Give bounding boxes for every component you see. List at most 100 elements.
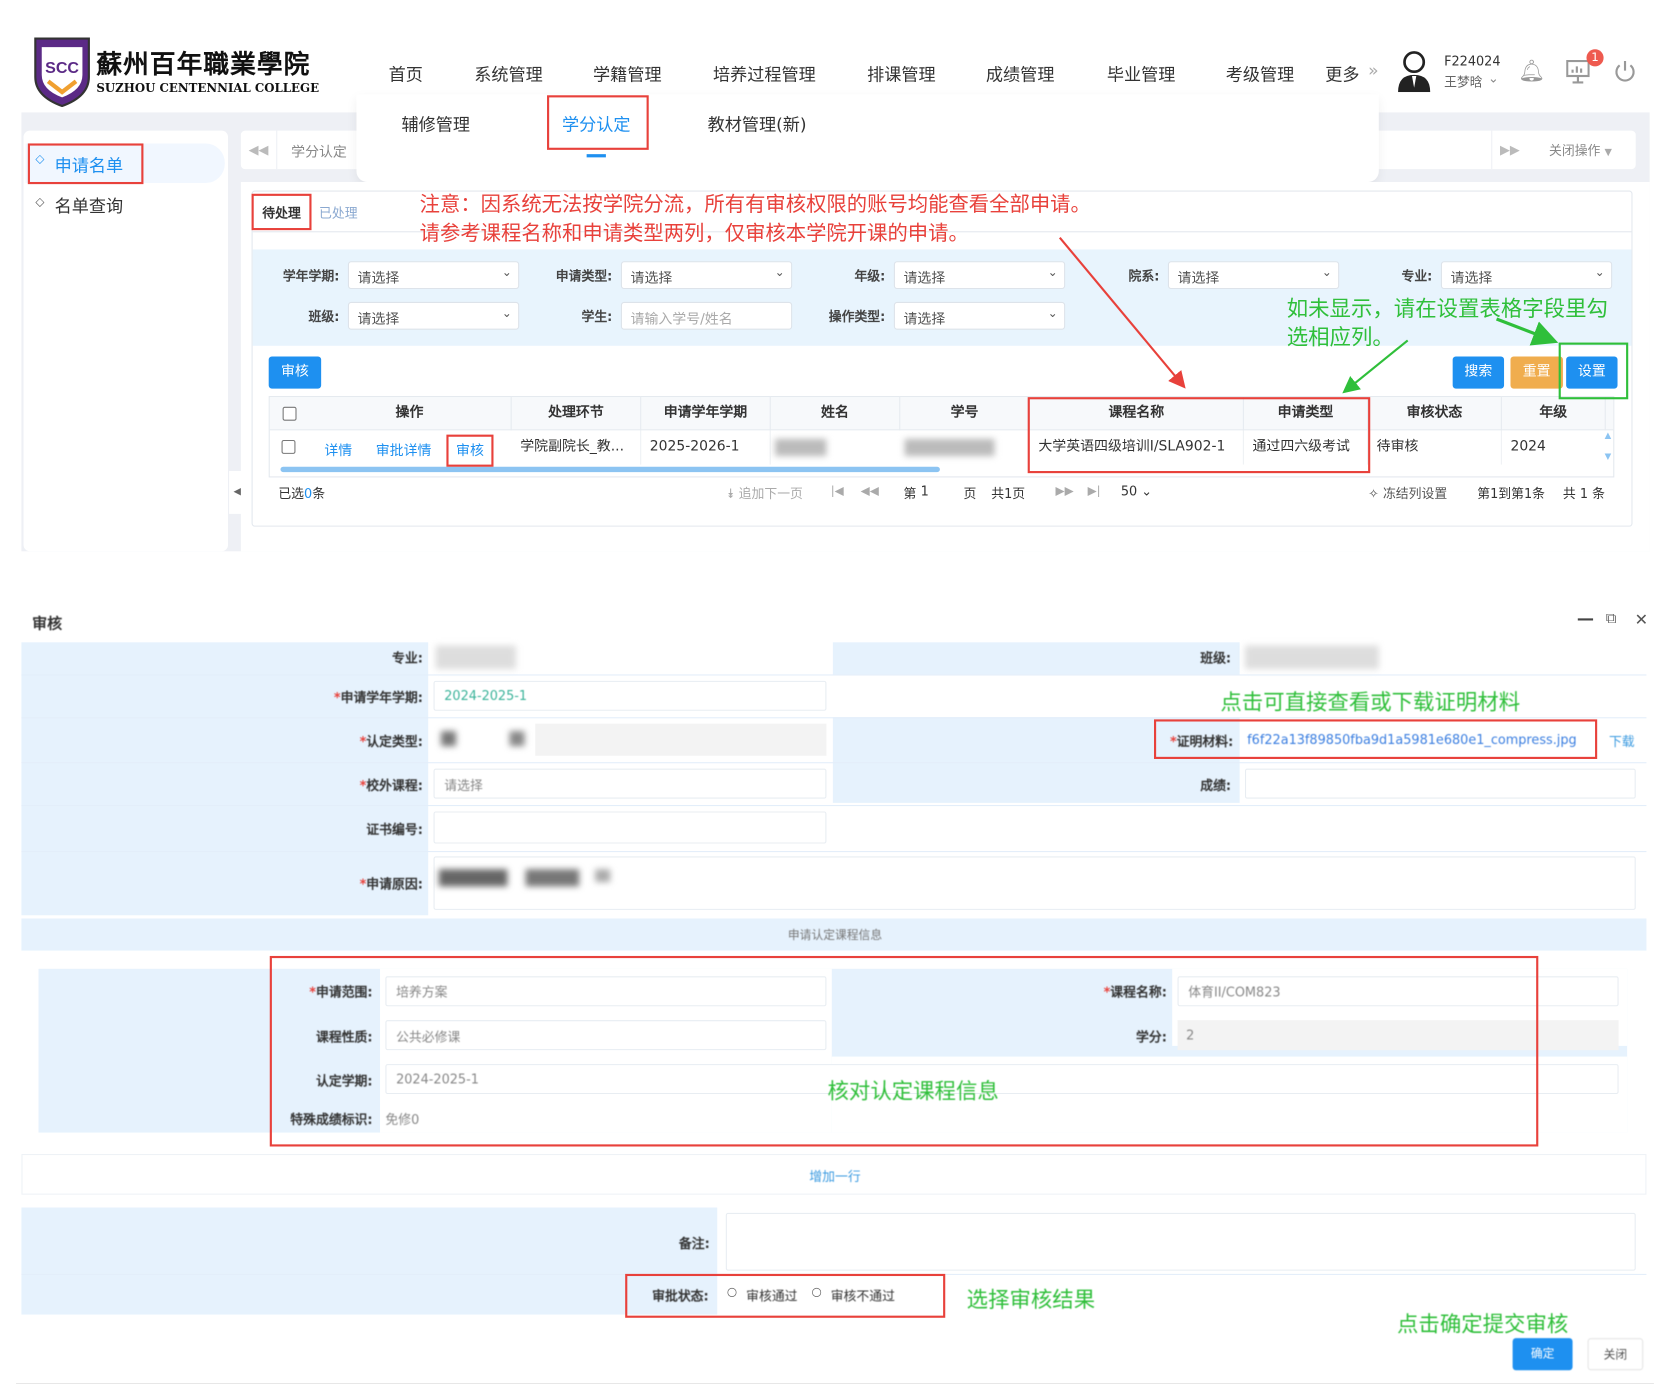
course-name-select[interactable] [1177,976,1619,1007]
horizontal-scrollbar[interactable] [280,466,940,473]
nav-exams[interactable]: 考级管理 [1225,64,1295,85]
submenu-textbook[interactable]: 教材管理(新) [707,114,807,135]
column-header[interactable]: 处理环节 [512,396,642,431]
search-button[interactable]: 搜索 [1452,356,1505,389]
diamond-icon: ◇ [35,194,45,209]
chevron-down-icon: ⌄ [1047,306,1058,321]
column-header[interactable]: 课程名称 [1030,396,1244,431]
nav-grades[interactable]: 成绩管理 [985,64,1055,85]
filter-department-select[interactable]: ⌄ 请选择 [1167,261,1340,290]
audit-link[interactable]: 审核 [456,443,484,460]
logo-chinese-name: 蘇州百年職業學院 [96,48,311,80]
nav-system[interactable]: 系统管理 [474,64,543,85]
submenu-credit-recognition[interactable]: 学分认定 [562,114,631,135]
nav-student-status[interactable]: 学籍管理 [593,64,662,85]
minimize-icon[interactable]: — [1576,608,1594,629]
table-row [270,430,1613,464]
audit-button[interactable]: 审核 [268,356,322,389]
chevron-down-icon: ⌄ [501,306,512,321]
scope-select[interactable] [385,976,827,1007]
filter-apply-type-select[interactable]: ⌄ 请选择 [620,261,793,290]
details-link[interactable]: 详情 [324,443,353,460]
nav-home[interactable]: 首页 [388,64,423,85]
bell-icon[interactable]: 🔔︎ [1517,57,1546,84]
tab-processed[interactable]: 已处理 [319,205,358,221]
reset-button[interactable]: 重置 [1510,356,1563,389]
confirm-button[interactable]: 确定 [1512,1338,1573,1371]
close-operations-dropdown[interactable]: 关闭操作 ▼ [1549,141,1612,159]
filter-class-select[interactable]: ⌄ 请选择 [347,301,520,330]
recognition-term-select[interactable] [385,1064,1619,1095]
filter-student-input[interactable]: 请输入学号/姓名 [620,301,793,330]
proof-file-link[interactable]: f6f22a13f89850fba9d1a5981e680e1_compress… [1247,732,1577,748]
scroll-tabs-left-button[interactable]: ◀◀ [241,130,278,170]
reason-textarea[interactable] [433,856,1636,910]
nav-graduation[interactable]: 毕业管理 [1106,64,1176,85]
next-page-icon[interactable]: ▶▶ [1055,483,1074,498]
maximize-icon[interactable]: ⧉ [1605,610,1617,628]
score-input[interactable] [1244,768,1636,799]
column-header[interactable]: 年级 [1502,396,1606,431]
tab-credit-recognition[interactable]: 学分认定 [291,144,347,161]
column-header[interactable]: 申请类型 [1244,396,1369,431]
required-mark: * [1103,984,1111,1000]
column-header[interactable]: 姓名 [771,396,901,431]
freeze-columns-button[interactable]: ✧ 冻结列设置 [1368,486,1448,501]
column-header[interactable]: 学号 [900,396,1030,431]
apply-term-select[interactable] [433,680,827,711]
first-page-icon[interactable]: |◀ [830,483,844,498]
required-mark: * [359,734,367,750]
column-header[interactable]: 审核状态 [1368,396,1502,431]
monitor-icon[interactable] [1566,59,1590,84]
chevron-down-icon[interactable]: ⌄ [1487,70,1499,86]
submenu-minor[interactable]: 辅修管理 [401,114,470,135]
download-link[interactable]: 下载 [1608,734,1635,750]
sidebar-item-apply-list[interactable]: ◇ 申请名单 [25,143,225,184]
cell-stage: 学院副院长_教... [512,430,642,465]
row-checkbox[interactable] [281,439,296,454]
tab-pending[interactable]: 待处理 [262,205,301,221]
filter-grade-select[interactable]: ⌄ 请选择 [893,261,1066,290]
column-header[interactable]: 申请学年学期 [641,396,771,431]
prev-page-icon[interactable]: ◀◀ [860,483,879,498]
select-all-checkbox[interactable] [282,406,297,421]
more-chevron-icon[interactable]: » [1368,59,1379,81]
cell-status: 待审核 [1368,430,1502,465]
nav-more[interactable]: 更多 [1325,64,1360,85]
approve-radio[interactable]: ○ [726,1284,738,1299]
submit-annotation: 点击确定提交审核 [1397,1311,1569,1338]
approval-details-link[interactable]: 审批详情 [375,443,432,460]
user-name[interactable]: 王梦晗 [1444,74,1483,90]
append-next-page-button[interactable]: ⯯ 追加下一页 [726,486,803,501]
filter-label-apply-type: 申请类型: [555,268,613,284]
chevron-down-icon: ⌄ [774,265,785,280]
scroll-tabs-right-button[interactable]: ▶▶ [1491,130,1527,170]
filter-operation-type-select[interactable]: ⌄ 请选择 [893,301,1066,330]
last-page-icon[interactable]: ▶| [1087,483,1101,498]
label-text: 认定类型: [366,734,423,750]
column-header[interactable]: 操作 [308,396,512,431]
page-input[interactable]: 1 [920,483,929,499]
nav-training[interactable]: 培养过程管理 [712,64,816,85]
label-text: 专业: [392,650,423,666]
close-icon[interactable]: ✕ [1634,610,1649,630]
certificate-no-input[interactable] [433,811,827,844]
settings-button[interactable]: 设置 [1566,356,1618,389]
course-nature-select[interactable] [385,1020,827,1051]
reject-radio[interactable]: ○ [811,1284,822,1299]
power-icon[interactable] [1613,60,1637,84]
close-button[interactable]: 关闭 [1587,1338,1644,1371]
record-total: 共 1 条 [1562,486,1605,501]
filter-term-select[interactable]: ⌄ 请选择 [347,261,520,290]
avatar[interactable] [1396,49,1432,93]
filter-major-select[interactable]: ⌄ 请选择 [1440,261,1613,290]
remark-textarea[interactable] [725,1212,1636,1271]
page-size-select[interactable]: 50 ⌄ [1121,484,1152,499]
sidebar-item-list-query[interactable]: ◇ 名单查询 [26,188,225,220]
nav-scheduling[interactable]: 排课管理 [867,64,936,85]
external-course-select[interactable] [433,768,827,799]
filter-label-student: 学生: [581,309,613,325]
add-row-link[interactable]: 增加一行 [809,1168,861,1184]
redacted [525,869,580,887]
vertical-scrollbar[interactable]: ▲ ▼ [1604,430,1612,462]
